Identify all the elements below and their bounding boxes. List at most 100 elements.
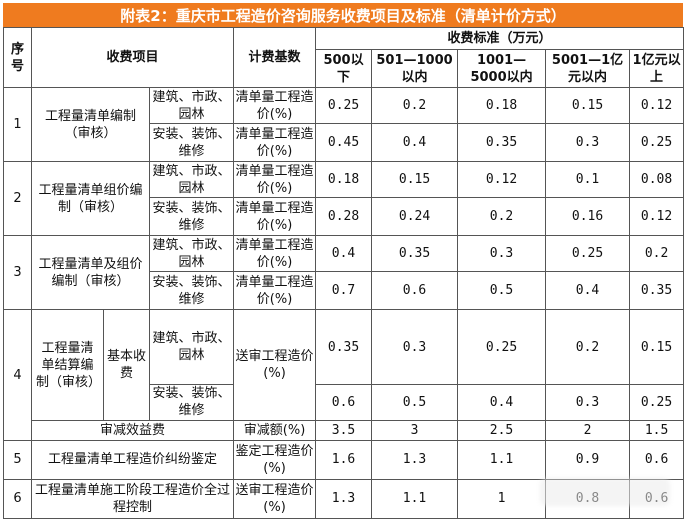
row-value: 0.12: [629, 87, 685, 125]
row-value: 0.1: [545, 161, 631, 199]
row-value: 0.6: [371, 271, 459, 311]
row-type: 安装、装饰、维修: [148, 197, 235, 237]
row-value: 0.4: [457, 383, 547, 421]
table-row: 2 工程量清单组价编制（审核） 建筑、市政、园林 清单量工程造价(%) 0.18…: [3, 161, 685, 237]
row-item: 工程量清单组价编制（审核）: [31, 161, 150, 237]
header-tier: 500以下: [315, 49, 373, 89]
header-tier: 1亿元以上: [629, 49, 685, 89]
table-row: 安装、装饰、维修 清单量工程造价(%) 0.7 0.6 0.5 0.4 0.35: [4, 271, 685, 311]
row-type: 安装、装饰、维修: [148, 271, 235, 311]
table-row: 5 工程量清单工程造价纠纷鉴定 鉴定工程造价(%) 1.6 1.3 1.1 0.…: [3, 439, 685, 480]
row-value: 0.12: [457, 161, 547, 199]
row-type: 安装、装饰、维修: [148, 383, 235, 421]
row-basis: 清单量工程造价(%): [233, 271, 317, 311]
row-seq: 6: [3, 478, 32, 520]
table-row: 3 工程量清单及组价编制（审核） 建筑、市政、园林 清单量工程造价(%) 0.4…: [3, 235, 685, 311]
row-seq: 4: [3, 309, 32, 441]
row-value: 0.12: [629, 197, 685, 237]
row-value: 0.3: [545, 383, 631, 421]
table-row: 安装、装饰、维修 0.6 0.5 0.4 0.3 0.25: [4, 383, 685, 421]
row-basis: 清单量工程造价(%): [233, 197, 317, 237]
row-value: 3: [371, 419, 459, 441]
row-value: 1.3: [371, 439, 459, 480]
row-basis: 清单量工程造价(%): [233, 87, 317, 125]
row-type: 建筑、市政、园林: [148, 87, 235, 125]
row-value: 0.25: [629, 123, 685, 163]
row-type: 建筑、市政、园林: [148, 235, 235, 273]
row-value: 0.2: [371, 87, 459, 125]
row-value: 0.15: [371, 161, 459, 199]
row-item: 工程量清单编制（审核）: [31, 87, 150, 163]
row-basis: 送审工程造价(%): [233, 478, 317, 520]
row-value: 0.25: [545, 235, 631, 273]
row-extra-label: 审减效益费: [30, 419, 235, 441]
table-row: 审减效益费 审减额(%) 3.5 3 2.5 2 1.5: [4, 419, 685, 441]
row-value: 1: [457, 478, 547, 520]
header-tier-row: 500以下 501—1000以内 1001—5000以内 5001—1亿元以内 …: [4, 49, 685, 89]
row-value: 1.1: [457, 439, 547, 480]
row-value: 0.5: [457, 271, 547, 311]
table-row: 1 工程量清单编制（审核） 建筑、市政、园林 清单量工程造价(%) 0.25 0…: [3, 87, 685, 163]
row-basis: 审减额(%): [233, 419, 317, 441]
row-value: 1.1: [371, 478, 459, 520]
row-value: 0.6: [629, 439, 685, 480]
row-value: 0.4: [315, 235, 373, 273]
row-value: 1.5: [629, 419, 685, 441]
row-value: 2.5: [457, 419, 547, 441]
header-row: 序号 收费项目 计费基数 收费标准（万元）: [3, 26, 685, 89]
watermark-blur: [540, 478, 670, 506]
row-value: 0.18: [457, 87, 547, 125]
row-type: 建筑、市政、园林: [148, 309, 235, 385]
row-seq: 5: [3, 439, 32, 480]
row-value: 1.3: [315, 478, 373, 520]
row-value: 0.15: [629, 309, 685, 385]
row-type: 安装、装饰、维修: [148, 123, 235, 163]
header-tier: 1001—5000以内: [457, 49, 547, 89]
row-basis: 送审工程造价(%): [233, 309, 317, 421]
row-value: 0.2: [545, 309, 631, 385]
row-seq: 2: [3, 161, 32, 237]
row-value: 0.18: [315, 161, 373, 199]
row-basis: 鉴定工程造价(%): [233, 439, 317, 480]
fee-table: 序号 收费项目 计费基数 收费标准（万元） 500以下 501—1000以内 1…: [3, 26, 685, 520]
header-tier: 501—1000以内: [371, 49, 459, 89]
row-value: 0.28: [315, 197, 373, 237]
row-value: 0.5: [371, 383, 459, 421]
row-value: 2: [545, 419, 631, 441]
row-seq: 1: [3, 87, 32, 163]
row-item: 工程量清单结算编制（审核）: [31, 309, 104, 421]
table-title: 附表2：重庆市工程造价咨询服务收费项目及标准（清单计价方式）: [3, 3, 683, 27]
row-value: 0.08: [629, 161, 685, 199]
row-item: 工程量清单工程造价纠纷鉴定: [30, 439, 235, 480]
header-item: 收费项目: [30, 26, 235, 89]
table-row: 4 工程量清单结算编制（审核） 基本收费 建筑、市政、园林 送审工程造价(%) …: [3, 309, 685, 441]
row-value: 0.7: [315, 271, 373, 311]
row-value: 0.3: [371, 309, 459, 385]
row-basis: 清单量工程造价(%): [233, 235, 317, 273]
row-value: 0.25: [629, 383, 685, 421]
header-seq: 序号: [3, 26, 32, 89]
row-value: 0.2: [457, 197, 547, 237]
row-value: 0.16: [545, 197, 631, 237]
row-seq: 3: [3, 235, 32, 311]
row-value: 0.6: [315, 383, 373, 421]
row-value: 0.2: [629, 235, 685, 273]
header-tier: 5001—1亿元以内: [545, 49, 631, 89]
row-value: 0.45: [315, 123, 373, 163]
row-value: 0.35: [371, 235, 459, 273]
row-value: 0.24: [371, 197, 459, 237]
row-sub-item: 基本收费: [103, 309, 150, 421]
table-row: 安装、装饰、维修 清单量工程造价(%) 0.28 0.24 0.2 0.16 0…: [4, 197, 685, 237]
row-value: 3.5: [315, 419, 373, 441]
header-standard: 收费标准（万元）: [315, 26, 685, 51]
row-type: 建筑、市政、园林: [148, 161, 235, 199]
row-value: 0.25: [457, 309, 547, 385]
row-value: 0.4: [371, 123, 459, 163]
row-value: 0.3: [457, 235, 547, 273]
row-value: 0.35: [457, 123, 547, 163]
row-item: 工程量清单施工阶段工程造价全过程控制: [30, 478, 235, 520]
row-value: 0.9: [545, 439, 631, 480]
header-basis: 计费基数: [233, 26, 317, 89]
row-value: 0.35: [629, 271, 685, 311]
